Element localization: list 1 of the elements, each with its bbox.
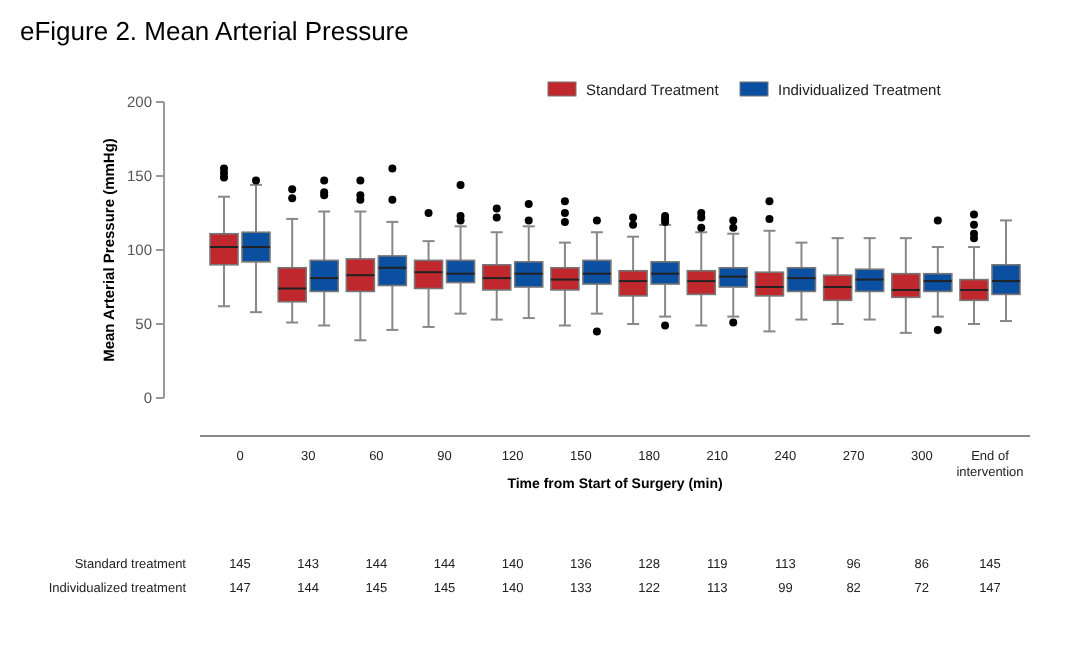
chart-title: eFigure 2. Mean Arterial Pressure [20,16,409,46]
